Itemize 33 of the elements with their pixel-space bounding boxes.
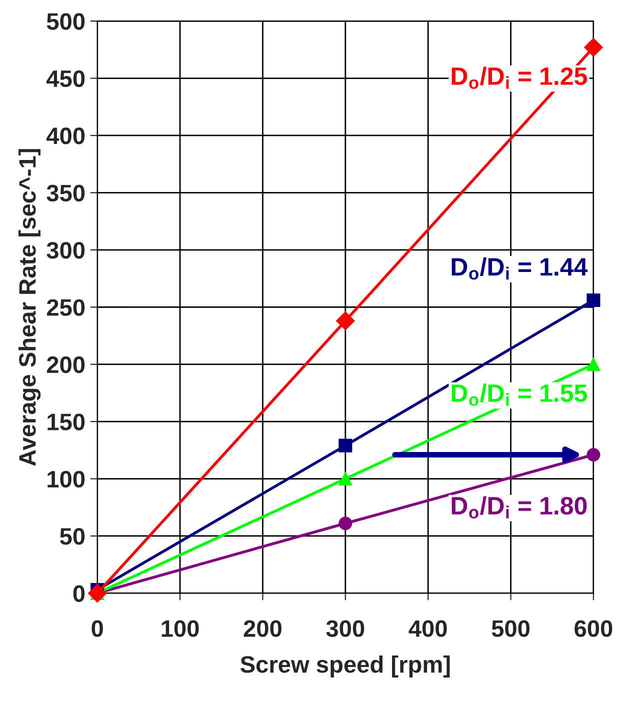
series-label: D$_{o}$/D$_{i}$ = 1.25 [452, 66, 587, 89]
point [586, 293, 600, 308]
point [586, 448, 600, 462]
x-tick-label: 0 [92, 620, 103, 637]
y-tick-label: 50 [60, 528, 85, 545]
x-tick-label: 100 [162, 620, 199, 637]
point [88, 584, 107, 603]
y-tick-label: 500 [46, 13, 85, 30]
series-label: D$_{o}$/D$_{i}$ = 1.44 [452, 257, 588, 280]
x-tick-label: 200 [244, 620, 282, 637]
series-label: D$_{o}$/D$_{i}$ = 1.80 [452, 496, 587, 519]
x-axis-title: Screw speed [rpm] [240, 655, 450, 678]
y-tick-label: 150 [48, 414, 85, 430]
y-axis-title: Average Shear Rate [sec^-1] [18, 149, 41, 466]
x-tick-label: 300 [326, 620, 364, 637]
point [338, 516, 352, 530]
y-tick-label: 300 [46, 242, 85, 259]
point [586, 358, 600, 372]
y-tick-label: 200 [46, 356, 85, 374]
y-tick-label: 350 [46, 184, 85, 202]
y-tick-label: 400 [46, 128, 85, 144]
point [336, 311, 355, 330]
x-tick-label: 400 [408, 620, 447, 637]
point [584, 38, 603, 57]
x-tick-label: 500 [492, 620, 530, 637]
point [338, 438, 352, 452]
y-tick-label: 450 [46, 70, 85, 88]
series-label: D$_{o}$/D$_{i}$ = 1.55 [452, 384, 587, 406]
x-tick-label: 600 [574, 620, 612, 637]
y-tick-label: 250 [46, 299, 85, 316]
y-tick-label: 100 [48, 470, 85, 488]
point [338, 472, 352, 486]
y-tick-label: 0 [73, 585, 85, 602]
